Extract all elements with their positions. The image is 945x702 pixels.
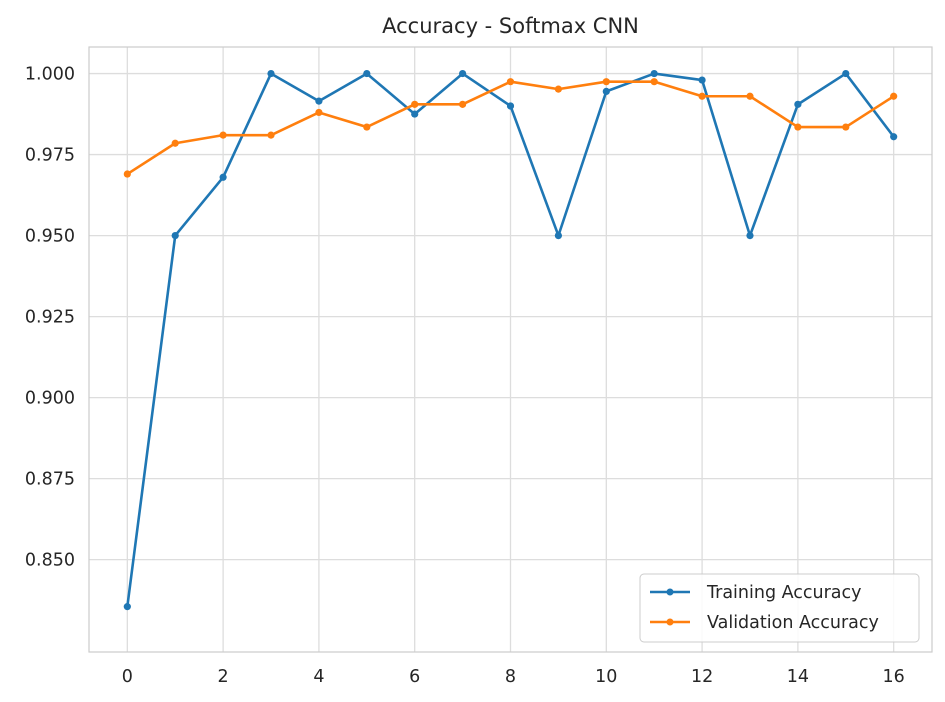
- data-point-training-accuracy: [459, 69, 467, 78]
- data-point-validation-accuracy: [219, 131, 227, 139]
- data-point-training-accuracy: [746, 231, 754, 240]
- data-point-validation-accuracy: [171, 139, 179, 147]
- y-tick-label: 0.850: [25, 551, 75, 571]
- legend-label-training: Training Accuracy: [706, 583, 862, 603]
- data-point-validation-accuracy: [698, 92, 706, 100]
- data-point-validation-accuracy: [794, 123, 802, 131]
- x-axis-ticks: 0 2 4 6 8 10 12 14 16: [122, 667, 905, 687]
- x-tick-label: 0: [122, 667, 133, 687]
- data-point-validation-accuracy: [890, 92, 898, 100]
- data-point-validation-accuracy: [459, 100, 467, 108]
- data-point-validation-accuracy: [842, 123, 850, 131]
- data-point-validation-accuracy: [315, 108, 323, 117]
- y-tick-label: 1.000: [25, 65, 75, 85]
- plot-frame: [88, 46, 933, 653]
- data-point-training-accuracy: [411, 110, 419, 118]
- x-tick-label: 12: [691, 667, 713, 687]
- x-tick-label: 6: [409, 667, 420, 687]
- data-point-validation-accuracy: [411, 100, 419, 108]
- chart-title: Accuracy - Softmax CNN: [382, 14, 639, 38]
- grid: [89, 47, 932, 652]
- y-tick-label: 0.900: [25, 389, 75, 409]
- data-point-training-accuracy: [506, 102, 515, 110]
- series-lines: [123, 69, 898, 611]
- data-point-validation-accuracy: [267, 131, 275, 139]
- legend: Training Accuracy Validation Accuracy: [639, 573, 920, 643]
- data-point-training-accuracy: [602, 87, 610, 95]
- y-tick-label: 0.975: [25, 146, 75, 166]
- legend-marker-validation: [666, 618, 674, 626]
- data-point-training-accuracy: [363, 69, 371, 78]
- x-tick-label: 14: [787, 667, 809, 687]
- data-point-validation-accuracy: [506, 78, 515, 86]
- data-point-training-accuracy: [123, 603, 131, 611]
- data-point-training-accuracy: [890, 133, 898, 141]
- y-axis-ticks: 0.850 0.875 0.900 0.925 0.950 0.975 1.000: [25, 65, 75, 571]
- data-point-validation-accuracy: [650, 78, 658, 86]
- data-point-training-accuracy: [650, 69, 658, 78]
- data-point-training-accuracy: [267, 69, 275, 78]
- data-point-validation-accuracy: [554, 85, 562, 93]
- legend-label-validation: Validation Accuracy: [707, 613, 879, 633]
- data-point-training-accuracy: [794, 100, 802, 108]
- x-tick-label: 2: [218, 667, 229, 687]
- x-tick-label: 16: [883, 667, 905, 687]
- data-point-validation-accuracy: [363, 123, 371, 131]
- data-point-training-accuracy: [554, 231, 562, 240]
- data-point-validation-accuracy: [123, 170, 131, 178]
- x-tick-label: 4: [313, 667, 324, 687]
- data-point-validation-accuracy: [746, 92, 754, 100]
- y-tick-label: 0.875: [25, 470, 75, 490]
- data-point-training-accuracy: [842, 69, 850, 78]
- data-point-training-accuracy: [698, 76, 706, 84]
- data-point-training-accuracy: [315, 97, 323, 105]
- data-point-training-accuracy: [219, 173, 227, 181]
- legend-marker-training: [666, 588, 674, 596]
- y-tick-label: 0.950: [25, 227, 75, 247]
- x-tick-label: 8: [505, 667, 516, 687]
- y-tick-label: 0.925: [25, 308, 75, 328]
- x-tick-label: 10: [595, 667, 617, 687]
- data-point-training-accuracy: [171, 231, 179, 240]
- data-point-validation-accuracy: [602, 78, 610, 86]
